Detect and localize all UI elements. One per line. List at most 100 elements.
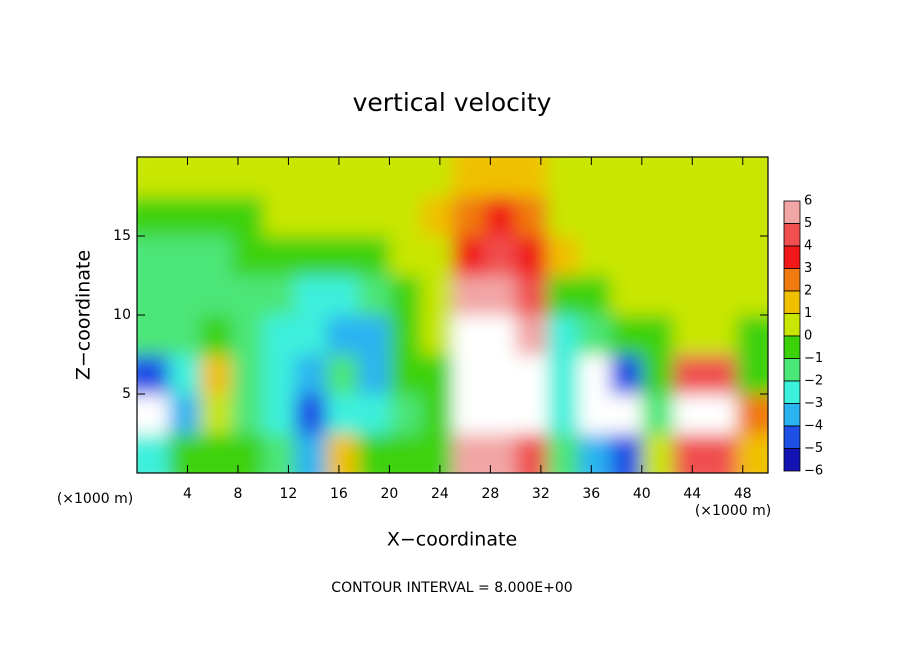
- colorbar-box: [783, 335, 801, 359]
- cell: [231, 315, 264, 355]
- cell: [137, 275, 170, 316]
- colorbar-box: [783, 313, 801, 337]
- cell: [420, 394, 453, 434]
- cell: [736, 275, 768, 316]
- cell: [263, 394, 296, 434]
- cell: [326, 275, 359, 316]
- cell: [452, 315, 485, 355]
- cell: [420, 196, 453, 237]
- cell: [389, 236, 422, 276]
- cell: [578, 433, 611, 473]
- cell: [610, 315, 643, 355]
- cell: [263, 275, 296, 316]
- cell: [326, 394, 359, 434]
- cell: [200, 315, 233, 355]
- cell: [484, 315, 517, 355]
- cell: [357, 196, 390, 237]
- cell: [168, 394, 201, 434]
- colorbar-label: 6: [804, 194, 812, 209]
- cell: [357, 394, 390, 434]
- cell: [641, 157, 674, 197]
- field-cells: [137, 157, 768, 473]
- cell: [294, 236, 327, 276]
- cell: [515, 236, 548, 276]
- y-tick-label: 15: [113, 228, 131, 244]
- y-unit: (×1000 m): [57, 491, 133, 507]
- x-axis-label: X−coordinate: [387, 529, 517, 551]
- colorbar-box: [783, 448, 801, 472]
- x-tick-label: 40: [633, 486, 651, 502]
- cell: [231, 157, 264, 197]
- cell: [231, 196, 264, 237]
- cell: [294, 433, 327, 473]
- cell: [452, 394, 485, 434]
- cell: [547, 394, 580, 434]
- cell: [168, 236, 201, 276]
- cell: [200, 236, 233, 276]
- cell: [610, 394, 643, 434]
- cell: [357, 315, 390, 355]
- cell: [484, 394, 517, 434]
- cell: [641, 354, 674, 395]
- x-unit: (×1000 m): [695, 503, 771, 519]
- cell: [515, 275, 548, 316]
- cell: [736, 196, 768, 237]
- colorbar-box: [783, 358, 801, 382]
- cell: [736, 236, 768, 276]
- colorbar-label: −1: [804, 351, 823, 366]
- x-tick-label: 32: [532, 486, 550, 502]
- cell: [704, 433, 737, 473]
- cell: [168, 315, 201, 355]
- cell: [263, 236, 296, 276]
- cell: [484, 275, 517, 316]
- cell: [673, 196, 706, 237]
- cell: [200, 196, 233, 237]
- cell: [168, 196, 201, 237]
- colorbar-label: 1: [804, 306, 812, 321]
- cell: [326, 433, 359, 473]
- cell: [200, 157, 233, 197]
- cell: [578, 196, 611, 237]
- cell: [704, 394, 737, 434]
- colorbar-box: [783, 268, 801, 292]
- cell: [452, 354, 485, 395]
- cell: [547, 157, 580, 197]
- cell: [673, 354, 706, 395]
- cell: [673, 236, 706, 276]
- cell: [137, 354, 170, 395]
- cell: [389, 315, 422, 355]
- cell: [704, 315, 737, 355]
- cell: [389, 433, 422, 473]
- y-tick-label: 5: [122, 386, 131, 402]
- x-tick-label: 28: [481, 486, 499, 502]
- colorbar-label: 0: [804, 329, 812, 344]
- y-axis-label: Z−coordinate: [73, 250, 95, 380]
- cell: [578, 236, 611, 276]
- cell: [357, 433, 390, 473]
- cell: [452, 236, 485, 276]
- cell: [231, 394, 264, 434]
- cell: [547, 433, 580, 473]
- cell: [452, 275, 485, 316]
- cell: [484, 157, 517, 197]
- cell: [673, 433, 706, 473]
- colorbar-label: −6: [804, 464, 823, 479]
- cell: [484, 433, 517, 473]
- cell: [515, 157, 548, 197]
- x-tick-label: 8: [233, 486, 242, 502]
- cell: [641, 196, 674, 237]
- cell: [326, 157, 359, 197]
- cell: [357, 275, 390, 316]
- cell: [704, 275, 737, 316]
- cell: [515, 196, 548, 237]
- cell: [420, 236, 453, 276]
- cell: [137, 433, 170, 473]
- x-tick-label: 44: [683, 486, 701, 502]
- colorbar-label: −3: [804, 396, 823, 411]
- cell: [578, 354, 611, 395]
- colorbar-label: 5: [804, 216, 812, 231]
- cell: [736, 315, 768, 355]
- cell: [294, 315, 327, 355]
- cell: [420, 433, 453, 473]
- cell: [326, 236, 359, 276]
